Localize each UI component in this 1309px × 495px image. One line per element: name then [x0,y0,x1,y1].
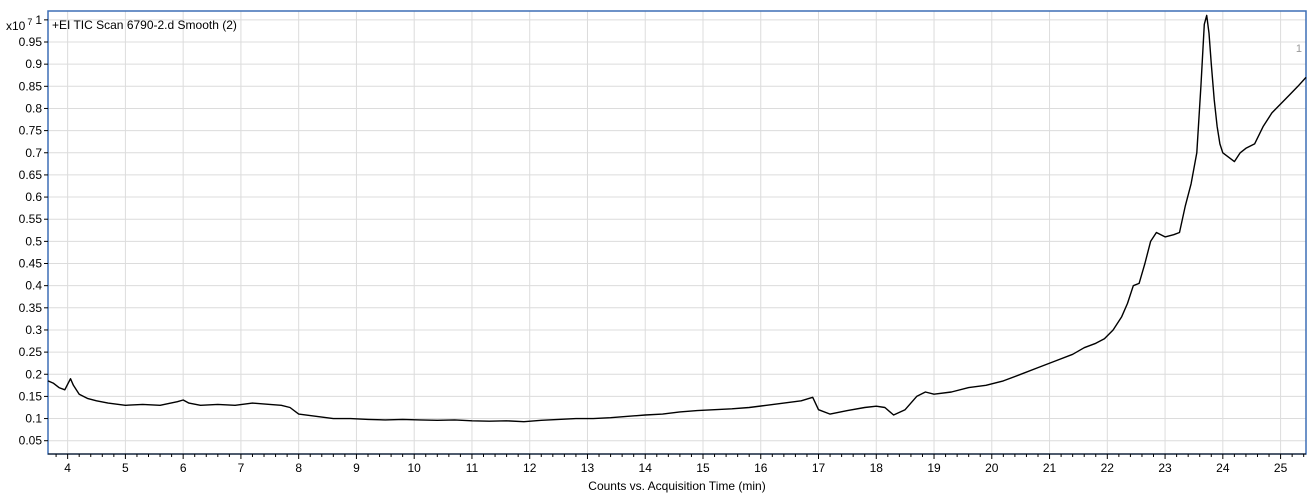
x-tick-label: 8 [295,461,302,475]
y-tick-label: 0.65 [19,168,43,182]
x-tick-label: 18 [870,461,884,475]
x-tick-label: 9 [353,461,360,475]
y-tick-label: 0.85 [19,79,43,93]
x-tick-label: 12 [523,461,537,475]
y-tick-label: 0.7 [25,146,42,160]
y-tick-label: 0.1 [25,412,42,426]
panel-number: 1 [1296,43,1302,55]
y-multiplier: x10 7 [6,17,32,33]
x-tick-label: 7 [238,461,245,475]
y-tick-label: 0.75 [19,124,43,138]
x-tick-label: 22 [1101,461,1115,475]
series-line [47,14,1307,423]
y-tick-label: 0.6 [25,190,42,204]
y-tick-label: 1 [35,13,42,27]
x-tick-label: 11 [466,461,479,475]
grid-lines [48,11,1306,454]
x-tick-label: 6 [180,461,187,475]
x-tick-label: 16 [754,461,768,475]
y-tick-label: 0.4 [25,279,42,293]
y-tick-label: 0.95 [19,35,43,49]
y-tick-label: 0.2 [25,367,42,381]
x-tick-label: 4 [64,461,71,475]
x-tick-label: 15 [696,461,710,475]
y-tick-label: 0.05 [19,434,43,448]
y-tick-label: 0.25 [19,345,43,359]
x-tick-label: 21 [1043,461,1057,475]
x-tick-label: 17 [812,461,826,475]
x-tick-label: 19 [927,461,941,475]
chart-title: +EI TIC Scan 6790-2.d Smooth (2) [52,18,237,32]
x-tick-label: 24 [1216,461,1230,475]
y-tick-label: 0.15 [19,389,43,403]
x-tick-label: 5 [122,461,129,475]
x-axis-ticks: 4 5 6 7 8 9 10 11 12 13 14 15 16 17 18 19 20 21 22 23 24 25 [55,454,1305,475]
x-tick-label: 14 [639,461,653,475]
y-tick-label: 0.9 [25,57,42,71]
y-tick-label: 0.45 [19,257,43,271]
y-tick-label: 0.55 [19,212,43,226]
y-multiplier-exponent: 7 [27,17,32,27]
y-tick-label: 0.5 [25,234,42,248]
plot-frame [47,10,1307,455]
series-layer [47,14,1307,423]
y-axis-ticks: 0.05 0.1 0.15 0.2 0.25 0.3 0.35 0.4 0.45 0.5 0.55 0… [19,13,48,448]
x-axis-label: Counts vs. Acquisition Time (min) [588,479,765,493]
x-tick-label: 13 [581,461,595,475]
x-tick-label: 10 [408,461,422,475]
y-tick-label: 0.3 [25,323,42,337]
x-tick-label: 25 [1274,461,1288,475]
y-tick-label: 0.35 [19,301,43,315]
x-tick-label: 23 [1158,461,1172,475]
y-tick-label: 0.8 [25,101,42,115]
y-multiplier-base: x10 [6,19,26,33]
x-tick-label: 20 [985,461,999,475]
